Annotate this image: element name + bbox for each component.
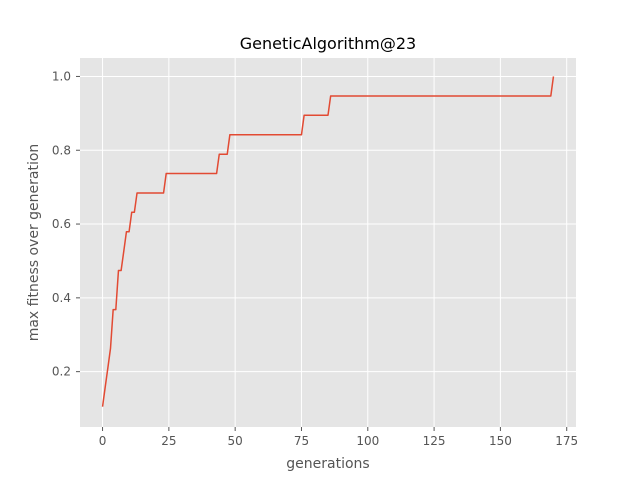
y-tick-label: 0.6 — [52, 217, 71, 231]
x-tick-label: 0 — [99, 434, 107, 448]
y-tick-label: 0.4 — [52, 291, 71, 305]
y-tick-label: 0.8 — [52, 143, 71, 157]
x-axis-label: generations — [286, 456, 369, 472]
ticks: 0 25 50 75 100 125 150 175 0.2 0.4 0.6 0.8 1.0 — [52, 69, 578, 448]
x-tick-label: 150 — [489, 434, 512, 448]
x-tick-label: 125 — [423, 434, 446, 448]
plot-area — [80, 58, 576, 427]
grid — [80, 58, 576, 427]
x-tick-label: 50 — [228, 434, 243, 448]
series-line — [101, 76, 555, 407]
series-layer — [101, 76, 555, 407]
x-tick-label: 100 — [356, 434, 379, 448]
x-tick-label: 175 — [555, 434, 578, 448]
y-tick-label: 0.2 — [52, 365, 71, 379]
y-axis-label: max fitness over generation — [26, 144, 42, 342]
x-tick-label: 75 — [294, 434, 309, 448]
y-tick-label: 1.0 — [52, 69, 71, 83]
chart-title: GeneticAlgorithm@23 — [240, 34, 416, 53]
x-tick-label: 25 — [161, 434, 176, 448]
